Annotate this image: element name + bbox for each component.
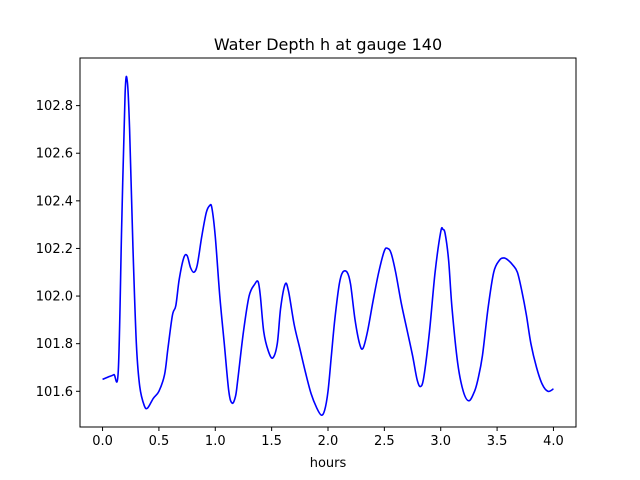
x-tick-label: 4.0	[543, 434, 564, 449]
chart-title: Water Depth h at gauge 140	[214, 35, 442, 54]
y-tick-label: 102.4	[36, 194, 73, 209]
y-tick-label: 101.6	[36, 385, 73, 400]
y-tick-label: 102.6	[36, 147, 73, 162]
series-line	[102, 75, 554, 416]
x-tick-label: 1.0	[205, 434, 226, 449]
x-tick-label: 2.5	[374, 434, 395, 449]
axes-frame	[79, 57, 577, 428]
x-tick-label: 3.5	[487, 434, 508, 449]
x-tick-label: 2.0	[318, 434, 339, 449]
x-tick-label: 1.5	[261, 434, 282, 449]
y-axis: 101.6 101.8 102.0 102.2 102.4 102.6 102.8	[36, 99, 80, 400]
x-tick-label: 0.5	[149, 434, 170, 449]
x-axis: 0.0 0.5 1.0 1.5 2.0 2.5 3.0 3.5 4.0	[92, 427, 564, 449]
y-tick-label: 102.0	[36, 290, 73, 305]
y-tick-label: 102.2	[36, 242, 73, 257]
y-tick-label: 101.8	[36, 337, 73, 352]
x-tick-label: 3.0	[430, 434, 451, 449]
y-tick-label: 102.8	[36, 99, 73, 114]
x-tick-label: 0.0	[92, 434, 113, 449]
x-axis-label: hours	[310, 456, 347, 471]
plot-area	[102, 75, 554, 416]
